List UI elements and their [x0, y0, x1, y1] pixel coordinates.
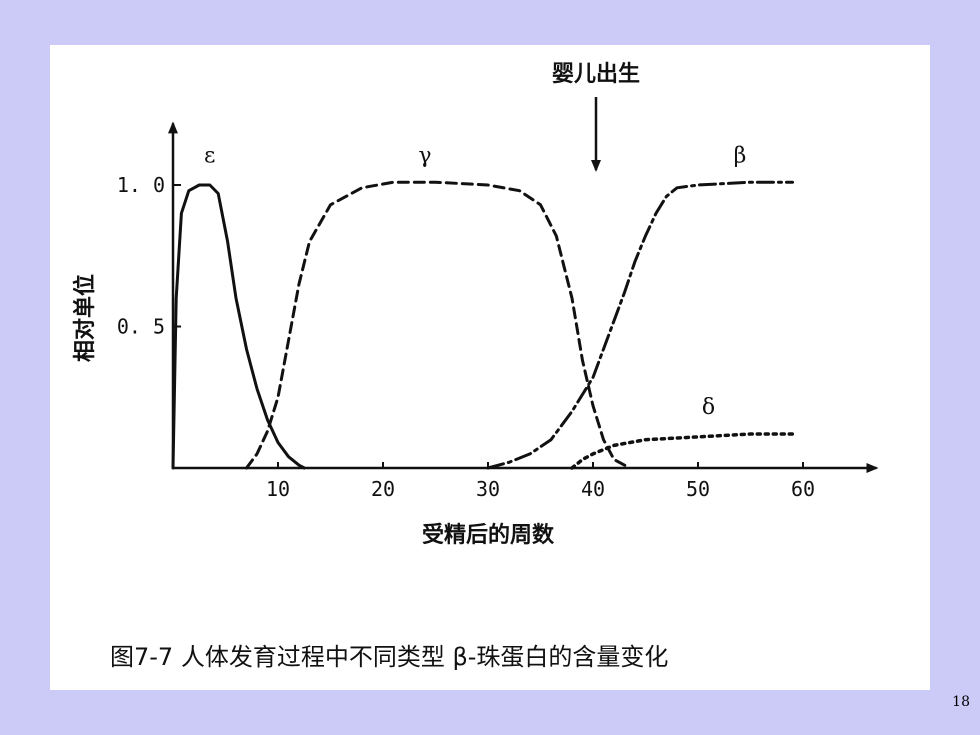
- y-tick-label: 0. 5: [117, 315, 165, 339]
- series-label-4: δ: [702, 395, 715, 420]
- x-tick-label: 10: [266, 477, 290, 501]
- series-label-1: ε: [204, 143, 215, 168]
- x-tick-label: 30: [476, 477, 500, 501]
- series-label-2: γ: [418, 143, 431, 168]
- axes: [168, 97, 879, 473]
- series-line-3: [486, 180, 794, 470]
- slide-panel: 10 20 30 40 50 60 0. 5 1. 0 ε γ β δ 婴儿出生受精后的周数 相对单位图7…: [50, 45, 930, 690]
- x-tick-label: 60: [791, 477, 815, 501]
- birth-annotation: 婴儿出生: [552, 62, 640, 87]
- series-layer: [171, 180, 795, 470]
- series-line-2: [245, 180, 632, 470]
- series-label-3: β: [734, 143, 747, 168]
- x-tick-label: 50: [686, 477, 710, 501]
- series-line-1: [171, 183, 306, 470]
- slide-number: 18: [952, 694, 970, 710]
- figure-caption: 图7-7 人体发育过程中不同类型 β-珠蛋白的含量变化: [110, 643, 668, 671]
- y-axis-label: 相对单位: [72, 274, 98, 362]
- x-axis-label: 受精后的周数: [422, 522, 555, 548]
- y-tick-label: 1. 0: [117, 173, 165, 197]
- x-tick-label: 20: [371, 477, 395, 501]
- series-line-4: [570, 432, 795, 470]
- x-tick-label: 40: [581, 477, 605, 501]
